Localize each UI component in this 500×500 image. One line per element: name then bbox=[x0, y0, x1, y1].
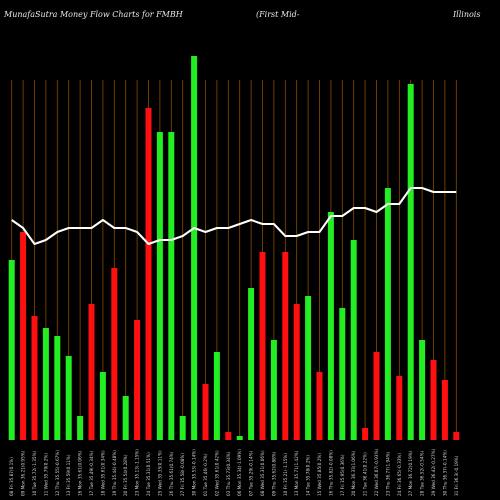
x-tick-label: 17 Fri 35.95(0.36%) bbox=[340, 454, 345, 496]
bar-33 bbox=[384, 188, 391, 440]
x-tick-label: 01 Tue 35.46(-0.2%) bbox=[203, 453, 208, 496]
bar-26 bbox=[305, 296, 312, 440]
x-tick-label: 23 Mon 35.13(-1.15%) bbox=[135, 449, 140, 496]
x-tick-label: 09 Mon 36.21(0.95%) bbox=[21, 450, 26, 496]
bar-21 bbox=[248, 288, 255, 440]
bar-35 bbox=[407, 84, 414, 440]
bar-15 bbox=[179, 416, 186, 440]
bar-27 bbox=[316, 372, 323, 440]
x-tick-label: 26 Thu 35.61(0.74%) bbox=[169, 451, 174, 496]
x-tick-label: 08 Wed 35.31(0.06%) bbox=[260, 450, 265, 496]
bar-7 bbox=[88, 304, 95, 440]
x-tick-label: 09 Thu 35.62(0.88%) bbox=[271, 451, 276, 496]
bar-36 bbox=[419, 340, 426, 440]
bar-series bbox=[8, 56, 460, 440]
x-tick-label: 17 Tue 35.49(-0.34%) bbox=[89, 450, 94, 496]
x-tick-label: 24 Fri 36.65(-0.33%) bbox=[397, 453, 402, 496]
bar-4 bbox=[54, 336, 61, 440]
x-tick-label: 20 Fri 35.54(0.28%) bbox=[123, 454, 128, 496]
bar-19 bbox=[225, 432, 232, 440]
x-tick-label: 30 Thu 36.37(-0.14%) bbox=[442, 450, 447, 496]
title-middle: (First Mid- bbox=[256, 10, 300, 19]
bar-30 bbox=[350, 240, 357, 440]
bar-11 bbox=[134, 320, 141, 440]
x-tick-label: 21 Tue 36.41(0.22%) bbox=[363, 452, 368, 496]
x-tick-label: 15 Wed 35.85(0.2%) bbox=[317, 453, 322, 496]
x-tick-label: 31 Fri 36.3(-0.19%) bbox=[454, 455, 459, 496]
bar-39 bbox=[453, 432, 460, 440]
x-tick-label: 10 Fri 35.21(-1.15%) bbox=[283, 453, 288, 496]
x-tick-label: 13 Mon 35.71(1.42%) bbox=[294, 450, 299, 496]
bar-13 bbox=[156, 132, 163, 440]
money-flow-line bbox=[11, 187, 457, 245]
x-tick-label: 12 Thu 35.55(-0.67%) bbox=[55, 450, 60, 496]
x-tick-label: 02 Wed 35.61(0.42%) bbox=[214, 450, 219, 496]
x-tick-label: 07 Tue 35.29(-0.14%) bbox=[249, 450, 254, 496]
bar-20 bbox=[236, 436, 243, 440]
bar-31 bbox=[362, 428, 369, 440]
bar-32 bbox=[373, 352, 380, 440]
x-tick-label: 03 Thu 35.73(0.34%) bbox=[226, 451, 231, 496]
bar-9 bbox=[111, 268, 118, 440]
x-tick-label: 10 Tue 35.72(-1.35%) bbox=[32, 450, 37, 496]
bar-10 bbox=[122, 396, 129, 440]
bar-22 bbox=[259, 252, 266, 440]
x-tick-label: 14 Tue 35.78(0.2%) bbox=[306, 455, 311, 496]
x-tick-label: 19 Thu 35.44(-0.48%) bbox=[112, 450, 117, 496]
chart-title: MunafaSutra Money Flow Charts for FMBH (… bbox=[0, 0, 500, 28]
x-tick-label: 25 Wed 35.35(0.11%) bbox=[157, 450, 162, 496]
bar-17 bbox=[202, 384, 209, 440]
bar-24 bbox=[282, 252, 289, 440]
bar-34 bbox=[396, 376, 403, 440]
x-tick-label: 08 Fri 35.87(0.1%) bbox=[9, 457, 14, 496]
title-left: MunafaSutra Money Flow Charts for FMBH bbox=[4, 10, 183, 19]
bar-3 bbox=[42, 328, 49, 440]
bar-2 bbox=[31, 316, 38, 440]
x-tick-label: 23 Thu 36.77(1.94%) bbox=[385, 451, 390, 496]
x-tick-label: 18 Wed 35.61(0.34%) bbox=[100, 450, 105, 496]
bar-1 bbox=[20, 232, 27, 440]
bar-8 bbox=[99, 372, 106, 440]
x-tick-label: 22 Wed 36.07(-0.93%) bbox=[374, 448, 379, 496]
x-tick-label: 20 Mon 36.33(1.06%) bbox=[351, 450, 356, 496]
x-tick-label: 24 Tue 35.31(0.51%) bbox=[146, 452, 151, 496]
bar-6 bbox=[77, 416, 84, 440]
bar-5 bbox=[65, 356, 72, 440]
x-tick-label: 13 Fri 35.59(0.11%) bbox=[66, 454, 71, 496]
x-tick-label: 30 Mon 35.53(-0.14%) bbox=[192, 449, 197, 496]
bar-37 bbox=[430, 360, 437, 440]
bar-0 bbox=[8, 260, 15, 440]
x-tick-labels: 08 Fri 35.87(0.1%) 09 Mon 36.21(0.95%) 10 … bbox=[9, 448, 459, 496]
bar-28 bbox=[327, 212, 334, 440]
bar-29 bbox=[339, 308, 346, 440]
bar-12 bbox=[145, 108, 152, 440]
x-tick-label: 27 Mon 36.72(0.19%) bbox=[408, 450, 413, 496]
x-tick-label: 11 Wed 35.79(0.2%) bbox=[43, 453, 48, 496]
bar-18 bbox=[213, 352, 220, 440]
x-tick-label: 16 Mon 35.61(0.06%) bbox=[78, 450, 83, 496]
bar-16 bbox=[191, 56, 198, 440]
bar-38 bbox=[441, 380, 448, 440]
bar-23 bbox=[270, 340, 277, 440]
bar-14 bbox=[168, 132, 175, 440]
x-tick-label: 06 Mon 35.34(-1.09%) bbox=[237, 449, 242, 496]
title-right: Illinois bbox=[453, 10, 481, 19]
x-tick-label: 29 Wed 36.42(-0.27%) bbox=[431, 448, 436, 496]
bar-25 bbox=[293, 304, 300, 440]
x-tick-label: 27 Fri 35.58(-0.08%) bbox=[180, 453, 185, 496]
x-tick-label: 16 Thu 35.82(-0.08%) bbox=[328, 450, 333, 496]
x-tick-label: 28 Tue 36.52(-0.54%) bbox=[420, 450, 425, 496]
